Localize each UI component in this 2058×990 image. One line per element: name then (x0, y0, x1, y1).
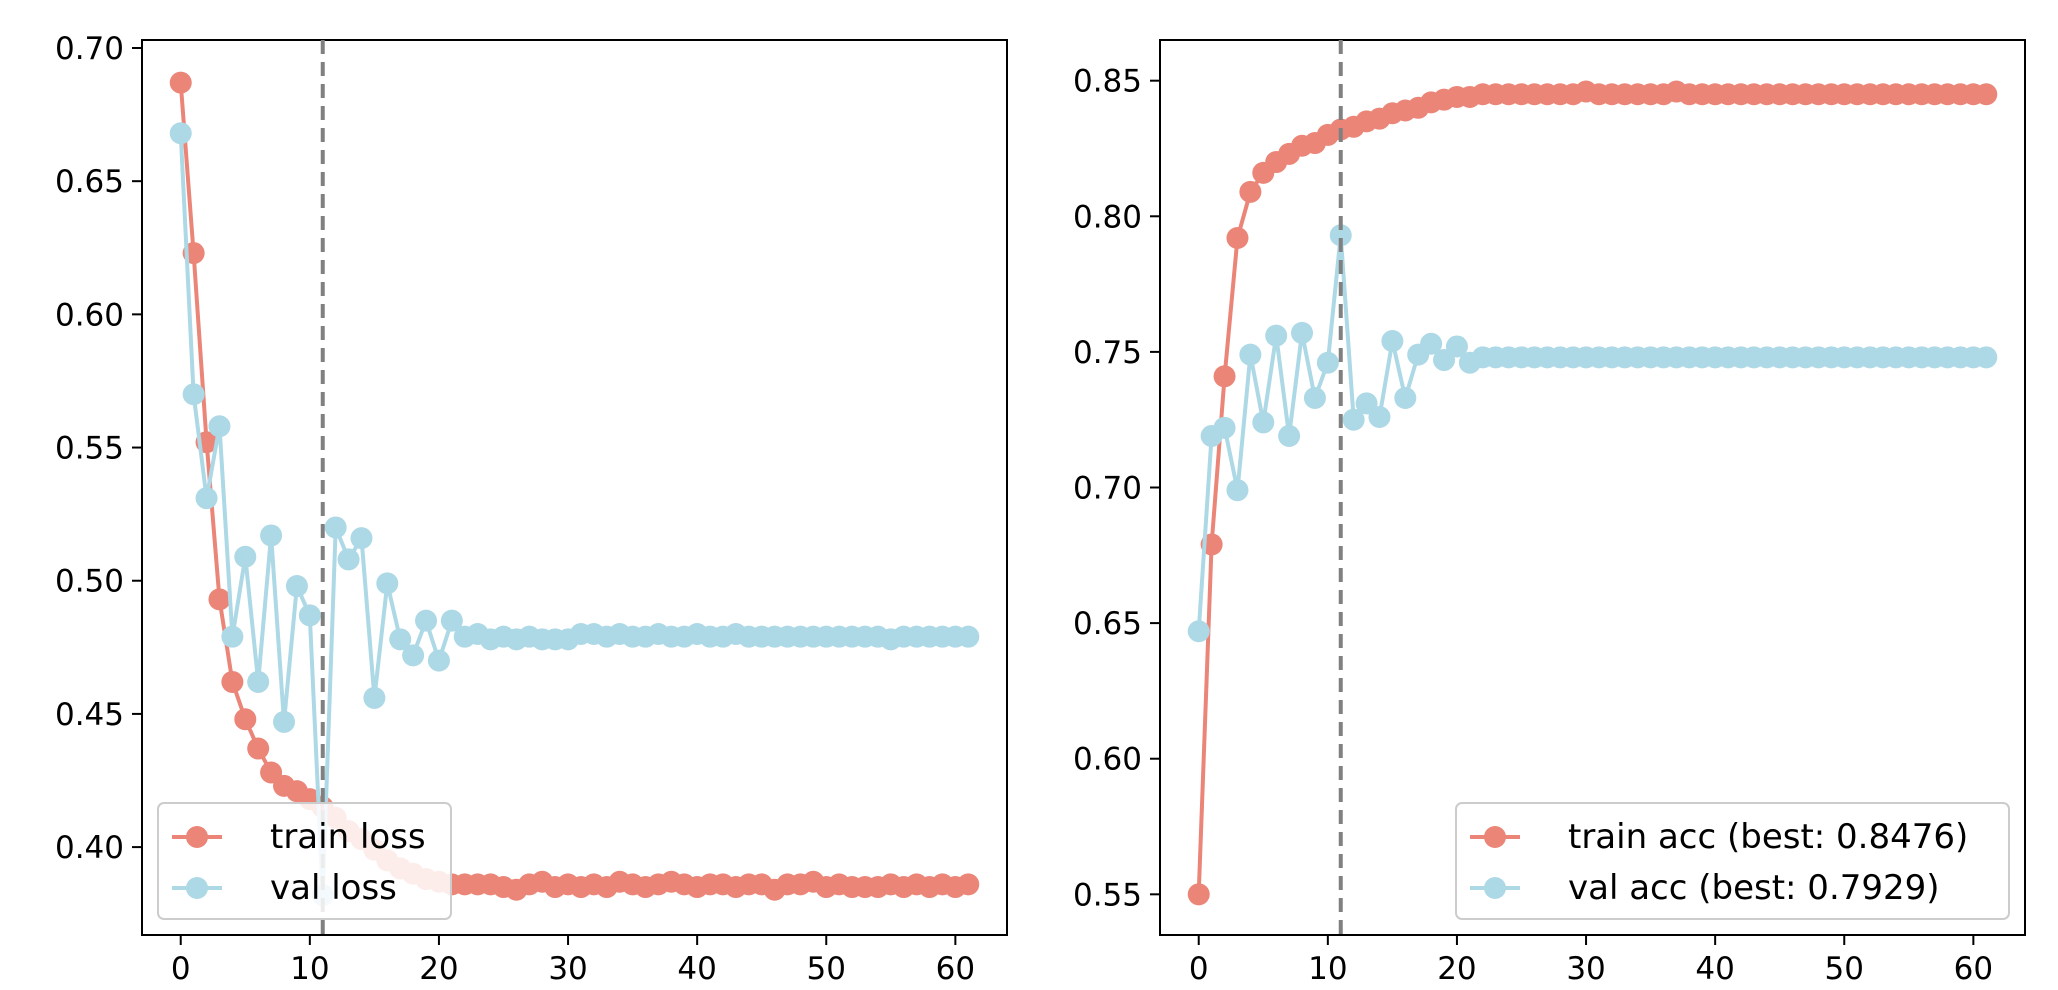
loss-data-point-val (234, 545, 257, 568)
loss-data-point-val (182, 383, 205, 406)
acc-data-point-val (1239, 343, 1262, 366)
loss-data-point-val (415, 609, 438, 632)
loss-data-point-val (337, 548, 360, 571)
acc-x-tick-label: 30 (1566, 951, 1605, 987)
acc-y-tick-label: 0.70 (1073, 471, 1142, 507)
loss-data-point-val (298, 604, 321, 627)
loss-axes-frame (141, 39, 1008, 936)
loss-data-point-val (324, 516, 347, 539)
loss-data-point-val (427, 649, 450, 672)
loss-x-tick-label: 50 (807, 951, 846, 987)
loss-data-point-train (957, 873, 980, 896)
acc-legend-label: train acc (best: 0.8476) (1568, 817, 1968, 857)
loss-legend-marker (186, 877, 208, 899)
loss-data-point-val (957, 625, 980, 648)
loss-x-tick-label: 10 (290, 951, 329, 987)
loss-x-tick-label: 60 (936, 951, 975, 987)
loss-x-tick-label: 0 (171, 951, 191, 987)
acc-data-point-val (1329, 224, 1352, 247)
acc-data-point-train (1226, 226, 1249, 249)
acc-x-tick-label: 60 (1954, 951, 1993, 987)
loss-data-point-train (208, 588, 231, 611)
loss-y-tick-label: 0.60 (55, 297, 124, 333)
acc-x-tick-label: 50 (1825, 951, 1864, 987)
loss-y-tick-label: 0.70 (55, 31, 124, 67)
loss-data-point-val (169, 122, 192, 145)
acc-data-point-val (1187, 620, 1210, 643)
acc-data-point-val (1226, 479, 1249, 502)
acc-legend-marker (1484, 826, 1506, 848)
acc-x-tick-label: 20 (1437, 951, 1476, 987)
acc-y-tick-label: 0.65 (1073, 606, 1142, 642)
loss-x-tick-label: 30 (548, 951, 587, 987)
acc-legend-label: val acc (best: 0.7929) (1568, 868, 1940, 908)
acc-y-tick-label: 0.85 (1073, 64, 1142, 100)
loss-legend-box (157, 802, 452, 920)
acc-data-point-val (1303, 387, 1326, 409)
acc-legend-box (1455, 802, 2010, 920)
loss-legend-marker (186, 826, 208, 848)
loss-data-point-val (195, 487, 218, 510)
acc-data-point-val (1445, 335, 1468, 358)
acc-data-point-val (1265, 324, 1288, 347)
acc-x-tick-label: 40 (1695, 951, 1734, 987)
loss-data-point-val (285, 575, 308, 598)
acc-data-point-val (1394, 387, 1417, 409)
loss-data-point-val (260, 524, 283, 547)
loss-data-point-train (221, 670, 244, 693)
acc-data-point-val (1381, 330, 1404, 353)
acc-data-point-train (1187, 883, 1210, 906)
loss-x-tick-label: 20 (419, 951, 458, 987)
acc-data-point-val (1316, 351, 1339, 374)
loss-data-point-val (247, 670, 270, 693)
loss-legend-label: val loss (270, 868, 397, 908)
loss-y-tick-label: 0.50 (55, 564, 124, 600)
acc-data-point-train (1213, 365, 1236, 388)
accuracy-chart-panel: 0 10 20 30 40 50 60 0.55 0.60 0.65 0.70 0.75 0.80 0.8… (1073, 39, 2026, 987)
acc-y-tick-label: 0.80 (1073, 199, 1142, 235)
loss-y-tick-label: 0.40 (55, 830, 124, 866)
loss-chart-panel: 0 10 20 30 40 50 60 0.40 0.45 0.50 0.55 0.60 0.65 0.7… (55, 31, 1008, 987)
acc-data-point-val (1252, 411, 1275, 434)
loss-x-tick-label: 40 (677, 951, 716, 987)
acc-data-point-val (1342, 408, 1365, 431)
acc-data-point-val (1291, 321, 1314, 344)
loss-data-point-val (402, 644, 425, 667)
loss-data-point-val (440, 609, 463, 632)
acc-y-tick-label: 0.75 (1073, 335, 1142, 371)
loss-y-tick-label: 0.65 (55, 164, 124, 200)
loss-y-tick-label: 0.45 (55, 697, 124, 733)
loss-data-point-val (221, 625, 244, 648)
acc-data-point-train (1975, 83, 1998, 106)
loss-data-point-val (350, 527, 373, 550)
loss-data-point-val (389, 628, 412, 651)
loss-y-tick-label: 0.55 (55, 431, 124, 467)
acc-y-tick-label: 0.55 (1073, 877, 1142, 913)
acc-x-tick-label: 0 (1189, 951, 1209, 987)
loss-data-point-train (247, 737, 270, 760)
acc-data-point-val (1420, 332, 1443, 355)
acc-legend-marker (1484, 877, 1506, 899)
acc-y-tick-label: 0.60 (1073, 742, 1142, 778)
acc-data-point-val (1213, 416, 1236, 439)
loss-legend-label: train loss (270, 817, 426, 857)
acc-axes-frame (1159, 39, 2026, 936)
acc-data-point-val (1975, 346, 1998, 369)
loss-data-point-val (208, 415, 231, 438)
acc-data-point-val (1278, 424, 1301, 447)
loss-data-point-train (234, 708, 257, 731)
loss-data-point-val (363, 686, 386, 709)
acc-data-point-train (1239, 180, 1262, 203)
acc-data-point-val (1368, 405, 1391, 428)
loss-data-point-val (376, 572, 399, 595)
acc-x-tick-label: 10 (1308, 951, 1347, 987)
loss-data-point-train (169, 71, 192, 94)
loss-data-point-val (273, 710, 296, 733)
